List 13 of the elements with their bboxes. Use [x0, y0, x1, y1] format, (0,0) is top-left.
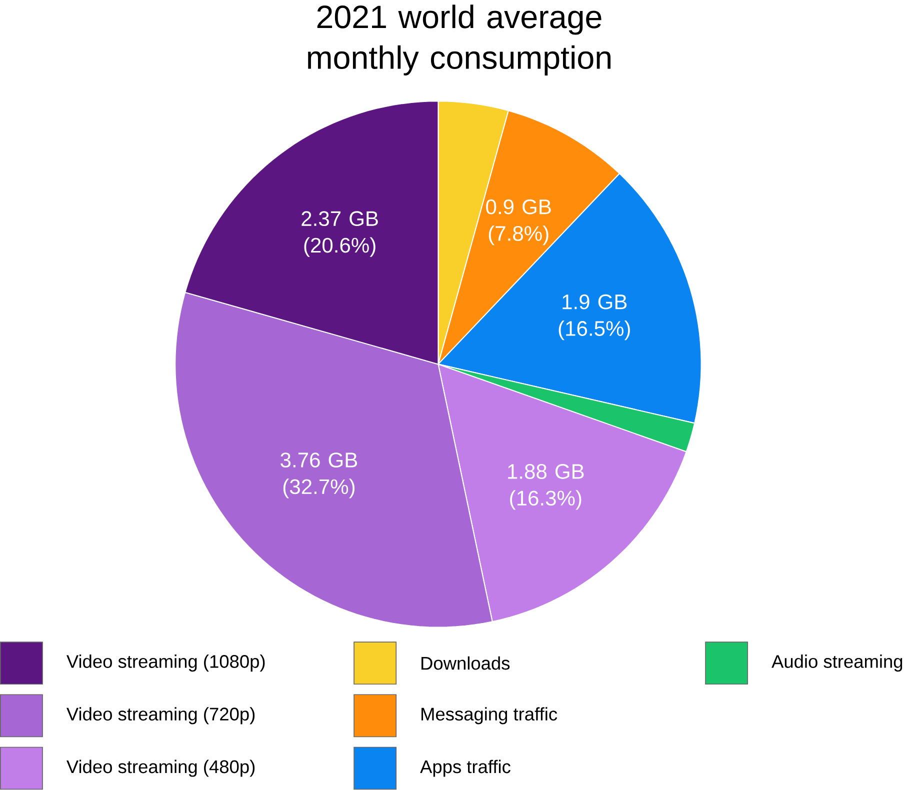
data-label: 0.9 GB (7.8%)	[486, 199, 551, 246]
legend-label: Video streaming (480p)	[66, 760, 255, 777]
legend-label: Video streaming (1080p)	[66, 654, 265, 672]
legend-label: Downloads	[422, 656, 510, 670]
legend-label: Audio streaming	[772, 654, 902, 672]
data-label: 2.37 GB (20.6%)	[302, 211, 378, 257]
legend-label: Messaging traffic	[422, 707, 558, 724]
data-label: 1.88 GB (16.3%)	[508, 464, 584, 510]
data-label: 3.76 GB (32.7%)	[280, 452, 358, 498]
data-label: 1.9 GB (16.5%)	[558, 294, 630, 340]
legend-label: Apps traffic	[420, 760, 510, 777]
chart-title: 2021 world average monthly consumption	[308, 4, 610, 76]
legend-label: Video streaming (720p)	[66, 707, 255, 724]
